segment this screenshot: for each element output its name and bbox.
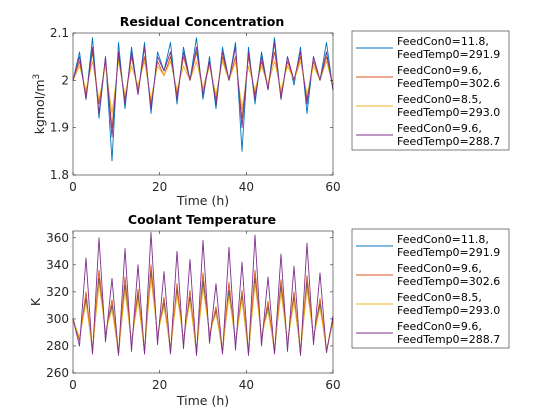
x-tick-label: 40 [239, 180, 254, 194]
legend-label-line2: FeedTemp0=288.7 [397, 135, 500, 148]
x-tick-label: 20 [152, 180, 167, 194]
x-tick-label: 20 [152, 378, 167, 392]
y-axis-label: K [28, 297, 43, 306]
x-tick-label: 40 [239, 378, 254, 392]
y-tick-label: 320 [46, 285, 69, 299]
legend-label-line2: FeedTemp0=302.6 [397, 275, 500, 288]
series-line [72, 42, 334, 138]
legend-item: FeedCon0=9.6, FeedTemp0=302.6 [356, 262, 500, 288]
legend-item: FeedCon0=8.5, FeedTemp0=293.0 [356, 93, 500, 119]
legend-item: FeedCon0=9.6, FeedTemp0=302.6 [356, 64, 500, 90]
legend-item: FeedCon0=11.8, FeedTemp0=291.9 [356, 233, 500, 259]
legend-label-line2: FeedTemp0=293.0 [397, 106, 500, 119]
plot-area [73, 33, 333, 175]
legend-item: FeedCon0=9.6, FeedTemp0=288.7 [356, 122, 500, 148]
legend: FeedCon0=11.8, FeedTemp0=291.9 FeedCon0=… [351, 228, 510, 349]
y-tick-label: 360 [46, 231, 69, 245]
legend-label-line1: FeedCon0=9.6, [397, 320, 482, 333]
legend-label-line2: FeedTemp0=302.6 [397, 77, 500, 90]
y-tick-label: 1.9 [50, 121, 69, 135]
x-tick-label: 60 [325, 378, 340, 392]
legend-label-line1: FeedCon0=8.5, [397, 291, 482, 304]
legend-label-line2: FeedTemp0=291.9 [397, 246, 500, 259]
x-axis-label: Time (h) [176, 193, 229, 208]
legend-item: FeedCon0=11.8, FeedTemp0=291.9 [356, 35, 500, 61]
x-tick-label: 0 [69, 180, 77, 194]
legend-items: FeedCon0=11.8, FeedTemp0=291.9 FeedCon0=… [356, 35, 500, 148]
y-axis-label-superscript: 3 [32, 74, 42, 80]
legend-item: FeedCon0=9.6, FeedTemp0=288.7 [356, 320, 500, 346]
plot-title: Residual Concentration [120, 14, 285, 29]
axes-box [72, 230, 334, 374]
series-layer [72, 37, 334, 162]
axes-box [72, 32, 334, 176]
legend-label-line1: FeedCon0=9.6, [397, 262, 482, 275]
coolant-temperature-plot: Coolant Temperature 0 20 40 60 260 280 3… [28, 212, 510, 408]
y-tick-label: 260 [46, 366, 69, 380]
y-tick-label: 300 [46, 312, 69, 326]
legend-label-line2: FeedTemp0=288.7 [397, 333, 500, 346]
residual-concentration-plot: Residual Concentration 0 20 40 60 1.8 1.… [32, 14, 510, 208]
y-axis-ticks: 260 280 300 320 340 360 [46, 231, 69, 380]
x-tick-label: 60 [325, 180, 340, 194]
y-tick-label: 2 [61, 73, 69, 87]
plot-title: Coolant Temperature [128, 212, 276, 227]
legend-label-line1: FeedCon0=11.8, [397, 233, 489, 246]
legend-label-line1: FeedCon0=8.5, [397, 93, 482, 106]
y-tick-label: 1.8 [50, 168, 69, 182]
plot-area [73, 231, 333, 373]
legend: FeedCon0=11.8, FeedTemp0=291.9 FeedCon0=… [351, 30, 510, 151]
y-tick-label: 280 [46, 339, 69, 353]
x-axis-ticks: 0 20 40 60 [69, 180, 340, 194]
legend-label-line1: FeedCon0=9.6, [397, 122, 482, 135]
y-axis-label: kgmol/m3 [32, 74, 47, 135]
legend-items: FeedCon0=11.8, FeedTemp0=291.9 FeedCon0=… [356, 233, 500, 346]
y-tick-label: 2.1 [50, 26, 69, 40]
legend-item: FeedCon0=8.5, FeedTemp0=293.0 [356, 291, 500, 317]
x-axis-label: Time (h) [176, 393, 229, 408]
legend-label-line1: FeedCon0=9.6, [397, 64, 482, 77]
x-axis-ticks: 0 20 40 60 [69, 378, 340, 392]
legend-label-line1: FeedCon0=11.8, [397, 35, 489, 48]
series-layer [72, 231, 334, 356]
y-axis-ticks: 1.8 1.9 2 2.1 [50, 26, 69, 182]
series-line [72, 231, 334, 356]
legend-box [351, 30, 510, 151]
legend-label-line2: FeedTemp0=293.0 [397, 304, 500, 317]
legend-label-line2: FeedTemp0=291.9 [397, 48, 500, 61]
x-tick-label: 0 [69, 378, 77, 392]
legend-box [351, 228, 510, 349]
y-tick-label: 340 [46, 258, 69, 272]
y-axis-label-text: kgmol/m [32, 79, 47, 134]
